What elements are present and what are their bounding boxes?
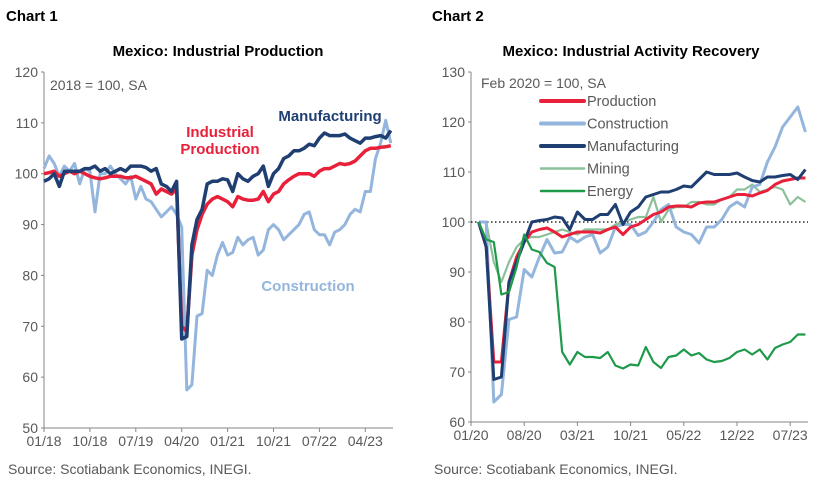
- chart2-x-tick-label: 05/22: [666, 427, 701, 443]
- chart1-note: 2018 = 100, SA: [50, 77, 148, 93]
- chart1-y-tick-label: 100: [15, 166, 39, 182]
- chart2-y-tick-label: 110: [443, 164, 466, 180]
- chart2-y-tick-label: 100: [442, 214, 466, 230]
- chart2-x-tick-label: 03/21: [560, 427, 595, 443]
- chart2-y-tick-label: 90: [449, 264, 465, 280]
- chart2-series-mining: [478, 183, 807, 284]
- chart1-x-tick-label: 10/21: [256, 433, 291, 449]
- legend-label-mining: Mining: [587, 162, 630, 178]
- chart2-x-tick-label: 10/21: [613, 427, 648, 443]
- chart1-plot: 50 60 70 80 90 100 110 120 01/18 10/18 07/19 04/20 0…: [15, 64, 393, 449]
- chart1-series-manufacturing: [43, 129, 393, 341]
- chart1-y-tick-label: 120: [15, 64, 39, 80]
- chart1-x-tick-label: 01/21: [210, 433, 245, 449]
- chart2-series-energy: [477, 221, 806, 370]
- chart1-x-tick-label: 07/22: [302, 433, 337, 449]
- chart2-series-manufacturing: [477, 168, 807, 381]
- chart1-label-industrial-line1: Industrial: [186, 124, 254, 141]
- chart2-plot: 60 70 80 90 100 110 120 130 01/20 08/20 03/21 10/21…: [442, 64, 808, 443]
- chart2-series-production: [477, 176, 806, 364]
- chart1-y-tick-label: 60: [22, 369, 38, 385]
- chart2-y-tick-label: 130: [442, 64, 466, 80]
- chart2-x-tick-label: 07/23: [773, 427, 808, 443]
- chart1-y-tick-label: 50: [22, 420, 38, 436]
- legend-label-construction: Construction: [587, 117, 668, 133]
- chart2-panel-label: Chart 2: [432, 8, 484, 25]
- chart1-label-manufacturing: Manufacturing: [278, 108, 381, 125]
- legend-label-energy: Energy: [587, 184, 634, 200]
- chart2-y-tick-label: 70: [449, 364, 465, 380]
- chart2-x-tick-label: 12/22: [719, 427, 754, 443]
- chart1-panel-label: Chart 1: [6, 8, 58, 25]
- legend-label-production: Production: [587, 94, 656, 110]
- chart1-series-industrial-production: [43, 143, 392, 334]
- chart2-x-tick-label: 01/20: [453, 427, 488, 443]
- chart2-y-tick-label: 60: [449, 414, 465, 430]
- chart2-series-construction: [478, 105, 807, 404]
- chart1-y-tick-label: 80: [22, 267, 38, 283]
- chart1-series-construction: [42, 118, 393, 392]
- legend-label-manufacturing: Manufacturing: [587, 139, 679, 155]
- chart1-source: Source: Scotiabank Economics, INEGI.: [8, 461, 252, 477]
- chart1-y-tick-label: 70: [22, 318, 38, 334]
- chart2-source: Source: Scotiabank Economics, INEGI.: [434, 461, 678, 477]
- chart1-x-tick-label: 07/19: [118, 433, 153, 449]
- chart1-x-tick-label: 10/18: [72, 433, 107, 449]
- chart1-label-industrial-line2: Production: [180, 141, 259, 158]
- chart2-y-tick-label: 80: [449, 314, 465, 330]
- chart1-label-construction: Construction: [261, 278, 354, 295]
- chart2-y-tick-label: 120: [442, 114, 466, 130]
- chart2-x-tick-label: 08/20: [507, 427, 542, 443]
- chart2-title: Mexico: Industrial Activity Recovery: [502, 43, 760, 60]
- chart1-x-tick-label: 04/20: [164, 433, 199, 449]
- chart1-x-tick-label: 04/23: [348, 433, 383, 449]
- chart2-legend: Production Construction Manufacturing Minin…: [539, 94, 679, 200]
- chart1-x-tick-label: 01/18: [26, 433, 61, 449]
- chart1-y-tick-label: 90: [22, 217, 38, 233]
- chart2-note: Feb 2020 = 100, SA: [481, 75, 607, 91]
- chart1-title: Mexico: Industrial Production: [113, 43, 324, 60]
- chart1-y-tick-label: 110: [16, 115, 39, 131]
